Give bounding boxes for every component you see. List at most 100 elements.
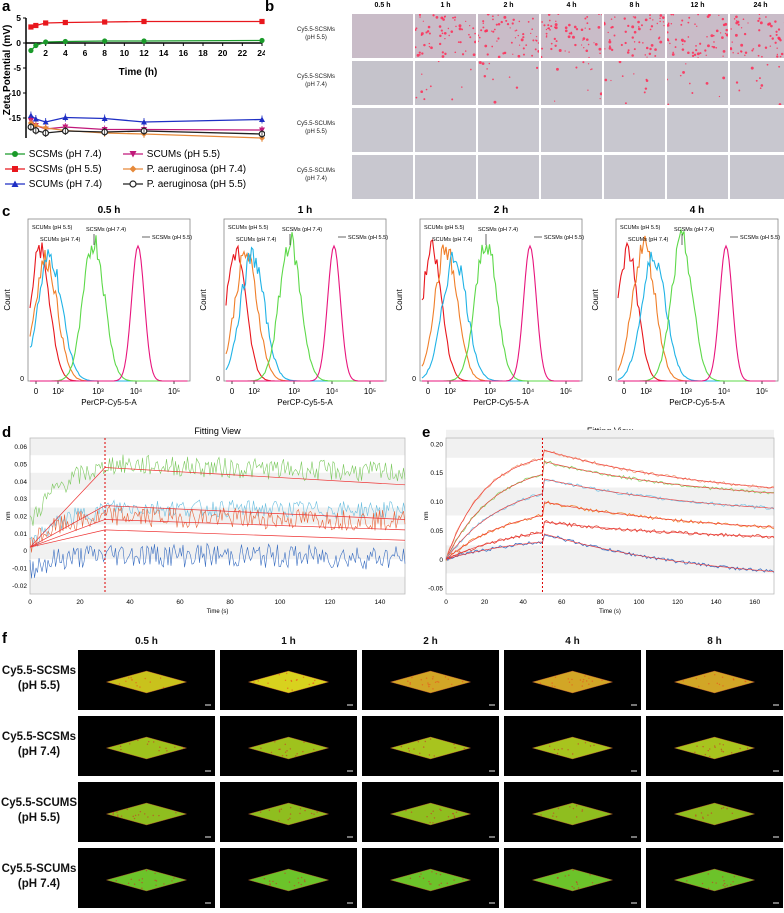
x-axis-label: PerCP-Cy5-5-A [277, 398, 333, 407]
biofilm-surface [107, 803, 187, 825]
confocal-3d-image [504, 782, 641, 842]
histogram-label: SCSMs (pH 7.4) [478, 227, 518, 233]
confocal-3d-image [362, 716, 499, 776]
x-tick-label: 10⁴ [718, 387, 731, 396]
micrograph-cell [604, 61, 665, 105]
scale-bar [205, 770, 211, 772]
scale-bar [631, 770, 637, 772]
biofilm-surface [107, 737, 187, 759]
biofilm-surface [391, 671, 471, 693]
legend-label: P. aeruginosa (pH 5.5) [144, 179, 246, 190]
histogram-label: SCUMs (pH 7.4) [40, 237, 81, 243]
confocal-3d-image [220, 848, 357, 908]
fluorescence-dots [667, 14, 728, 58]
legend-label: SCSMs (pH 7.4) [26, 149, 102, 160]
row-label: Cy5.5-SCSMs (pH 5.5) [0, 664, 78, 694]
histogram-label: SCUMs (pH 5.5) [32, 225, 73, 231]
x-tick-label: 12 [139, 48, 149, 58]
x-tick-label: 10⁵ [364, 387, 376, 396]
x-tick-label: 10³ [484, 387, 496, 396]
biofilm-surface [107, 671, 187, 693]
scale-bar [347, 770, 353, 772]
legend-label: SCUMs (pH 5.5) [144, 149, 220, 160]
histogram-curve [226, 246, 384, 381]
histogram-curve [422, 246, 580, 381]
confocal-3d-image [362, 782, 499, 842]
x-axis-label: PerCP-Cy5-5-A [669, 398, 725, 407]
y-tick-label: 0.10 [430, 499, 443, 506]
legend-item: P. aeruginosa (pH 5.5) [122, 178, 246, 192]
micrograph-cell [604, 108, 665, 152]
data-point [102, 19, 107, 24]
x-tick-label: 0 [622, 387, 627, 396]
data-point [33, 23, 38, 28]
micrograph-cell [478, 61, 539, 105]
fluorescence-dots [478, 14, 539, 58]
data-point [63, 20, 68, 25]
y-axis-label: Count [395, 289, 404, 311]
scale-bar [773, 902, 779, 904]
micrograph-cell [415, 14, 476, 58]
x-tick-label: 120 [672, 599, 683, 606]
y-tick-label: 0 [216, 376, 220, 383]
histogram-label: SCSMs (pH 5.5) [544, 235, 584, 241]
x-tick-label: 10² [248, 387, 260, 396]
x-tick-label: 10⁴ [522, 387, 535, 396]
x-tick-label: 0 [28, 599, 32, 606]
column-header: 8 h [646, 636, 783, 647]
x-tick-label: 10³ [288, 387, 300, 396]
x-tick-label: 80 [597, 599, 605, 606]
micrograph-cell [667, 14, 728, 58]
legend-marker-icon [4, 178, 26, 190]
y-axis-label: Count [199, 289, 208, 311]
x-tick-label: 120 [325, 599, 336, 606]
micrograph-cell [352, 108, 413, 152]
x-tick-label: 4 [63, 48, 68, 58]
x-axis-label: PerCP-Cy5-5-A [473, 398, 529, 407]
histogram-curve [30, 246, 188, 381]
confocal-3d-image [220, 716, 357, 776]
y-tick-label: 0.05 [430, 528, 443, 535]
x-tick-label: 60 [558, 599, 566, 606]
scale-bar [205, 902, 211, 904]
x-tick-label: 6 [83, 48, 88, 58]
x-tick-label: 14 [159, 48, 169, 58]
plot-title: 1 h [298, 205, 312, 216]
biofilm-surface [249, 803, 329, 825]
x-tick-label: 24 [257, 48, 265, 58]
micrograph-cell [352, 61, 413, 105]
x-tick-label: 0 [34, 387, 39, 396]
x-tick-label: 10 [120, 48, 130, 58]
y-tick-label: -0.02 [12, 583, 27, 590]
y-tick-label: 0.04 [14, 479, 27, 486]
fluorescence-dots [541, 14, 602, 58]
legend-item: P. aeruginosa (pH 7.4) [122, 163, 246, 177]
fluorescence-dots [604, 14, 665, 58]
legend-marker-icon [122, 178, 144, 190]
confocal-3d-image [646, 848, 783, 908]
y-axis-label: nm [5, 511, 12, 520]
legend: SCSMs (pH 7.4) SCUMs (pH 5.5) SCSMs (pH … [4, 148, 264, 200]
histogram-label: SCSMs (pH 7.4) [86, 227, 126, 233]
fluorescence-dots [415, 14, 476, 58]
panel-d-chart: Fitting View0.060.050.040.030.020.010-0.… [0, 424, 415, 624]
y-tick-label: 0.15 [430, 470, 443, 477]
row-label: Cy5.5-SCSMs (pH 7.4) [0, 730, 78, 760]
confocal-3d-image [504, 848, 641, 908]
row-label: Cy5.5-SCUMs (pH 7.4) [0, 862, 78, 892]
confocal-3d-image [78, 716, 215, 776]
histogram-label: SCSMs (pH 5.5) [348, 235, 388, 241]
scale-bar [489, 902, 495, 904]
x-tick-label: 10⁵ [168, 387, 180, 396]
y-tick-label: 0 [23, 548, 27, 555]
legend-label: P. aeruginosa (pH 7.4) [144, 164, 246, 175]
y-tick-label: 0.03 [14, 496, 27, 503]
row-label: Cy5.5-SCUMS (pH 5.5) [0, 796, 78, 826]
micrograph-cell [667, 61, 728, 105]
column-header: 24 h [730, 2, 784, 9]
